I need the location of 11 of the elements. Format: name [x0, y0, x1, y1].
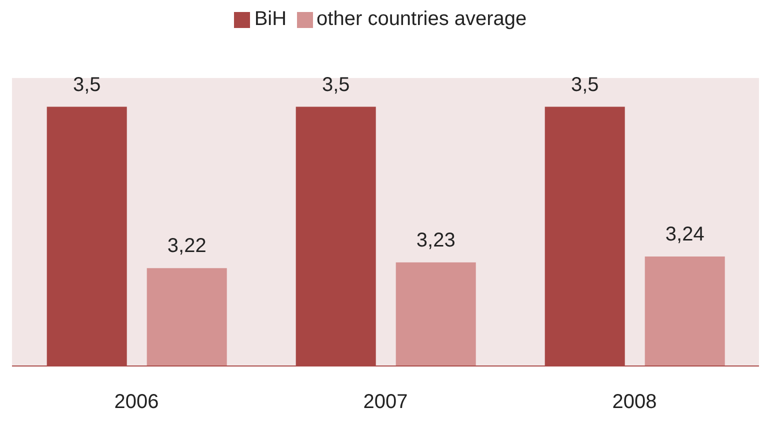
- data-label: 3,5: [322, 74, 350, 96]
- x-tick-label: 2008: [612, 391, 657, 414]
- x-tick-label: 2006: [114, 391, 159, 414]
- data-label: 3,5: [72, 74, 101, 96]
- data-label: 3,22: [167, 235, 206, 258]
- legend-label: BiH: [254, 8, 287, 30]
- x-tick-label: 2007: [363, 391, 408, 414]
- data-label: 3,23: [416, 229, 456, 252]
- data-label: 3,24: [665, 224, 704, 246]
- legend-label: other countries average: [316, 8, 527, 30]
- data-label: 3,5: [570, 74, 599, 96]
